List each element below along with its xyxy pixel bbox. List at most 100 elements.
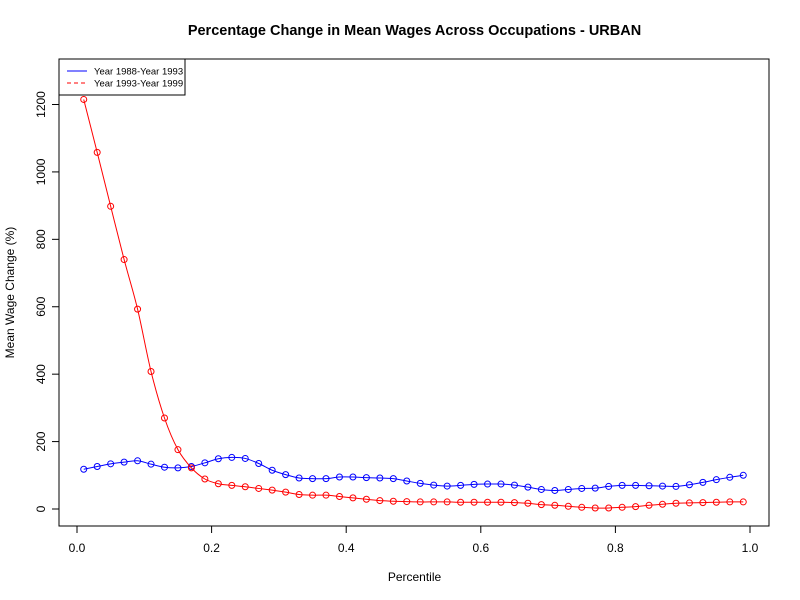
series-2-point (416, 498, 424, 506)
series-1-point (739, 471, 747, 479)
series-2-point (349, 494, 357, 502)
series-2-point (309, 491, 317, 499)
series-1-point (362, 474, 370, 482)
series-1-point (349, 473, 357, 481)
series-1-point (241, 454, 249, 462)
series-2-point (605, 504, 613, 512)
series-1-point (201, 459, 209, 467)
series-1-point (228, 453, 236, 461)
series-1-point (591, 484, 599, 492)
series-1-point (537, 485, 545, 493)
series-2-point (241, 483, 249, 491)
series-2-point (187, 464, 195, 472)
series-2-point (80, 95, 88, 103)
series-2-point (457, 498, 465, 506)
series-1-point (645, 482, 653, 490)
series-1-point (120, 458, 128, 466)
series-1-point (524, 483, 532, 491)
series-1-point (174, 464, 182, 472)
series-2-point (510, 499, 518, 507)
series-1-point (255, 459, 263, 467)
series-1-point (618, 481, 626, 489)
y-axis-label: Mean Wage Change (%) (3, 227, 17, 359)
series-2-point (659, 500, 667, 508)
series-2-point (712, 498, 720, 506)
series-2-point (685, 499, 693, 507)
series-1-point (632, 481, 640, 489)
series-1-point (160, 463, 168, 471)
series-2-line (83, 99, 744, 509)
series-2-point (591, 504, 599, 512)
series-1-point (443, 482, 451, 490)
series-1-point (457, 481, 465, 489)
series-2-point (443, 498, 451, 506)
series-1-point (685, 481, 693, 489)
series-2-point (672, 499, 680, 507)
series-1-point (282, 471, 290, 479)
series-1-point (134, 457, 142, 465)
series-2-point (389, 497, 397, 505)
y-tick-label: 1200 (34, 91, 48, 118)
series-1-point (712, 476, 720, 484)
series-2-point (430, 498, 438, 506)
y-tick-label: 0 (34, 505, 48, 512)
series-2-point (335, 493, 343, 501)
series-2-point (564, 502, 572, 510)
series-1-point (470, 480, 478, 488)
series-2-point (739, 498, 747, 506)
x-axis: 0.0 0.2 0.4 0.6 0.8 1.0 (69, 525, 759, 555)
plot-area-frame (58, 58, 770, 527)
series-1-point (726, 473, 734, 481)
y-tick-label: 800 (34, 229, 48, 249)
series-2-point (578, 503, 586, 511)
series-2-point (107, 202, 115, 210)
series-2-point (295, 491, 303, 499)
series-1-point (80, 465, 88, 473)
series-2-point (268, 486, 276, 494)
series-2-point (120, 256, 128, 264)
series-1 (80, 453, 747, 494)
series-1-point (605, 482, 613, 490)
x-tick-label: 0.0 (69, 541, 86, 555)
series-1-point (510, 481, 518, 489)
series-2-point (376, 497, 384, 505)
series-1-point (659, 482, 667, 490)
series-1-point (403, 477, 411, 485)
series-2-point (537, 501, 545, 509)
series-1-point (107, 460, 115, 468)
series-2-point (214, 480, 222, 488)
y-tick-label: 600 (34, 296, 48, 316)
series-2-point (134, 305, 142, 313)
x-tick-label: 1.0 (742, 541, 759, 555)
series-1-point (322, 475, 330, 483)
series-2-point (322, 491, 330, 499)
series-1-point (309, 475, 317, 483)
series-1-point (214, 455, 222, 463)
series-1-point (416, 479, 424, 487)
series-2-point (645, 501, 653, 509)
series-1-point (484, 480, 492, 488)
series-2-point (255, 484, 263, 492)
series-1-point (268, 466, 276, 474)
legend-label-series-1: Year 1988-Year 1993 (94, 67, 183, 78)
x-tick-label: 0.8 (607, 541, 624, 555)
series-1-point (699, 478, 707, 486)
series-1-point (295, 474, 303, 482)
x-tick-label: 0.4 (338, 541, 355, 555)
series-1-line (83, 456, 744, 491)
series-2-point (618, 503, 626, 511)
series-1-point (551, 486, 559, 494)
series-layer (80, 95, 747, 512)
series-2-point (362, 495, 370, 503)
x-axis-label: Percentile (388, 570, 442, 584)
series-1-point (376, 474, 384, 482)
series-1-point (564, 485, 572, 493)
series-1-point (147, 460, 155, 468)
y-tick-label: 200 (34, 431, 48, 451)
series-2-point (632, 503, 640, 511)
series-2-point (497, 498, 505, 506)
series-2-point (524, 499, 532, 507)
series-1-point (389, 475, 397, 483)
series-2-point (201, 475, 209, 483)
